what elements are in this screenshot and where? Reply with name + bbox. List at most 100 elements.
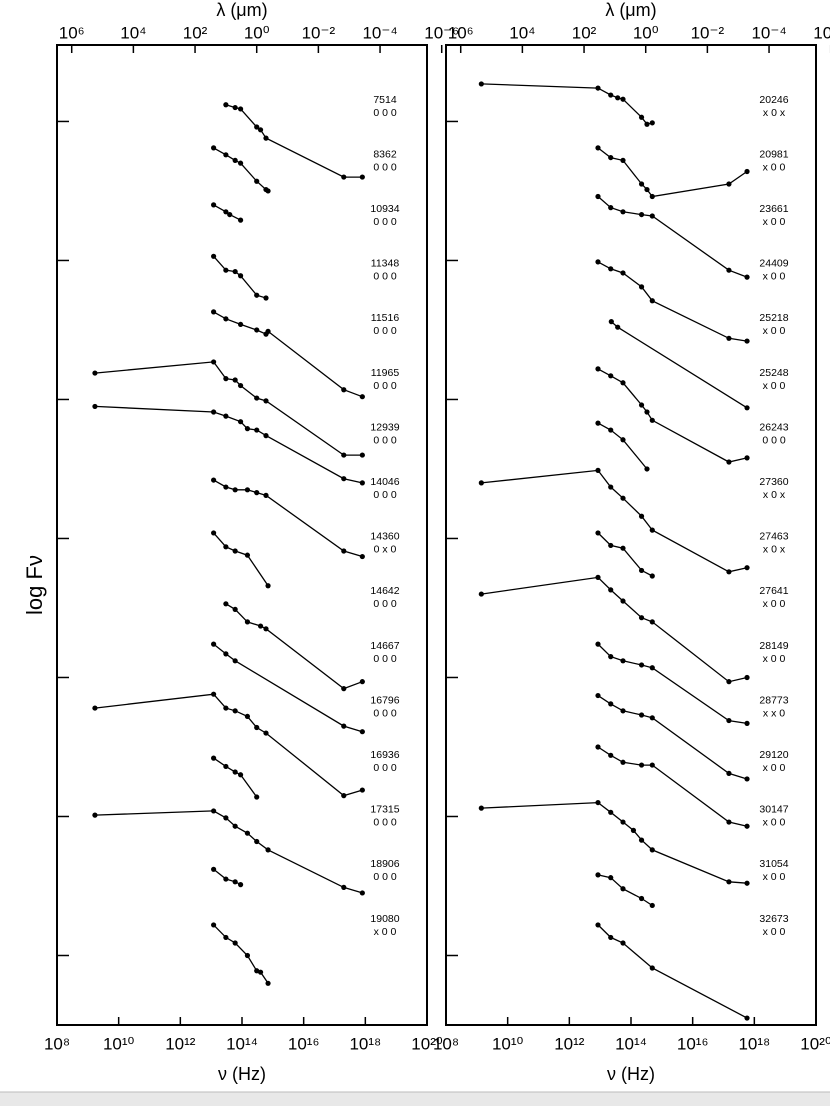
sed-point: [608, 542, 614, 549]
sed-point: [211, 808, 217, 814]
sed-point: [595, 420, 601, 426]
source-flags: x x 0: [763, 707, 785, 719]
sed-point: [232, 823, 238, 829]
x-tick-label: 10¹⁶: [288, 1034, 320, 1053]
sed-point: [232, 487, 238, 493]
sed-point: [644, 186, 650, 193]
sed-point: [359, 890, 365, 896]
sed-line: [213, 757, 258, 798]
sed-point: [726, 770, 732, 776]
sed-point: [608, 654, 614, 660]
sed-point: [223, 316, 229, 322]
sed-point: [744, 880, 750, 886]
sed-point: [359, 729, 365, 735]
sed-point: [232, 769, 238, 775]
sed-point: [254, 124, 260, 130]
sed-point: [211, 359, 217, 365]
sed-point: [92, 370, 98, 376]
source-flags: 0 0 0: [373, 707, 397, 719]
source-name: 11348: [371, 258, 400, 270]
sed-point: [638, 567, 645, 574]
source-flags: 0 0 0: [762, 434, 786, 446]
source-flags: x 0 0: [763, 598, 786, 610]
sed-point: [359, 787, 365, 793]
sed-point: [595, 193, 601, 200]
source-name: 25248: [759, 367, 788, 379]
sed-line: [597, 532, 653, 577]
sed-point: [638, 712, 645, 718]
sed-point: [211, 202, 217, 208]
sed-point: [649, 902, 655, 909]
sed-point: [237, 273, 244, 279]
source-flags: x 0 0: [763, 762, 786, 774]
sed-point: [237, 321, 244, 328]
sed-point: [744, 823, 750, 829]
sed-point: [638, 615, 645, 621]
sed-point: [223, 376, 229, 382]
sed-point: [744, 1015, 750, 1021]
sed-point: [744, 674, 750, 681]
sed-point: [649, 965, 655, 971]
sed-point: [608, 934, 614, 941]
source-flags: x 0 0: [763, 216, 786, 228]
x2-tick-label: 10⁻⁴: [362, 23, 397, 42]
source-name: 16796: [370, 694, 399, 706]
sed-point: [341, 793, 347, 799]
source-name: 19080: [370, 913, 399, 925]
sed-point: [232, 606, 238, 612]
sed-point: [638, 762, 645, 768]
sed-point: [211, 866, 217, 872]
x2-tick-label: 10⁻⁴: [751, 23, 786, 42]
source-flags: x 0 0: [763, 871, 786, 883]
sed-point: [257, 623, 264, 629]
sed-point: [211, 922, 217, 928]
x2-tick-label: 10⁴: [120, 23, 146, 42]
sed-point: [223, 413, 229, 419]
sed-point: [638, 837, 645, 843]
sed-point: [265, 188, 271, 194]
sed-point: [608, 205, 614, 211]
sed-point: [726, 267, 732, 273]
sed-line: [481, 83, 653, 125]
sed-point: [237, 106, 244, 112]
sed-point: [341, 174, 347, 180]
source-name: 32673: [759, 913, 788, 925]
sed-point: [620, 886, 626, 892]
source-name: 7514: [373, 94, 397, 106]
source-flags: x 0 0: [763, 926, 786, 938]
sed-point: [92, 812, 98, 818]
source-name: 27360: [759, 476, 788, 488]
sed-point: [254, 395, 260, 401]
sed-line: [94, 810, 363, 894]
sed-line: [481, 576, 748, 683]
sed-line: [481, 469, 748, 573]
source-name: 29120: [759, 749, 788, 761]
sed-point: [211, 530, 217, 536]
sed-point: [726, 569, 732, 575]
sed-point: [244, 552, 251, 558]
x2-tick-label: 10⁻²: [302, 23, 336, 42]
sed-point: [254, 178, 260, 184]
source-flags: x 0 0: [374, 926, 397, 938]
source-name: 14642: [370, 585, 399, 597]
source-flags: x 0 x: [763, 489, 786, 501]
sed-line: [597, 746, 748, 827]
sed-point: [744, 565, 750, 571]
x-tick-label: 10²⁰: [800, 1034, 830, 1053]
source-flags: 0 0 0: [373, 434, 397, 446]
source-flags: 0 0 0: [373, 271, 397, 283]
source-name: 18906: [370, 858, 399, 870]
sed-point: [630, 827, 637, 833]
x2-tick-label: 10⁰: [244, 23, 270, 42]
sed-point: [638, 662, 645, 668]
sed-point: [263, 295, 269, 301]
sed-line: [213, 532, 269, 587]
sed-point: [254, 292, 260, 298]
source-flags: x 0 0: [763, 325, 786, 337]
sed-point: [744, 274, 750, 280]
x-tick-label: 10¹⁸: [349, 1034, 381, 1053]
sed-point: [244, 487, 251, 493]
sed-point: [232, 658, 238, 664]
sed-point: [232, 940, 238, 946]
